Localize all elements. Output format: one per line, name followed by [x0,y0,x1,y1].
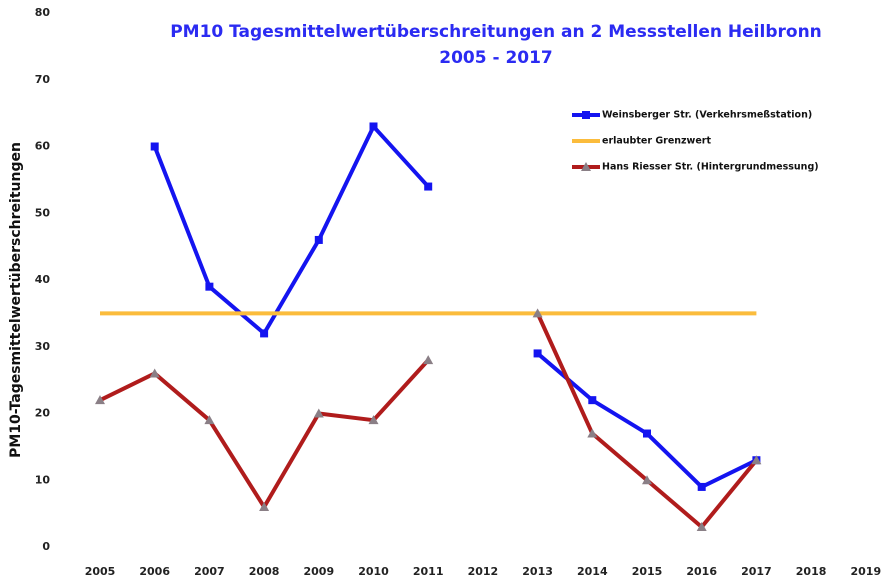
chart-subtitle: 2005 - 2017 [439,48,553,68]
x-tick-label: 2019 [850,565,881,578]
legend-label: erlaubter Grenzwert [602,136,711,147]
y-tick-label: 30 [35,340,51,353]
x-tick-label: 2014 [577,565,608,578]
marker [751,455,762,465]
legend-label: Weinsberger Str. (Verkehrsmeßstation) [602,110,812,121]
x-tick-label: 2013 [522,565,553,578]
x-tick-label: 2005 [85,565,116,578]
x-tick-label: 2007 [194,565,225,578]
y-axis-label: PM10-Tagesmittelwertüberschreitungen [8,142,24,458]
x-tick-label: 2008 [249,565,280,578]
legend-marker [582,111,590,119]
marker [150,142,159,151]
marker [369,122,378,131]
legend-marker [581,162,591,171]
marker [424,182,433,191]
x-tick-label: 2010 [358,565,389,578]
marker [204,415,215,425]
marker [423,355,434,365]
series-line [152,124,758,489]
y-tick-label: 60 [35,140,51,153]
marker [697,482,706,491]
x-tick-label: 2018 [796,565,827,578]
y-tick-label: 40 [35,273,51,286]
series-line [99,312,758,529]
marker [532,308,543,318]
legend-label: Hans Riesser Str. (Hintergrundmessung) [602,162,819,173]
chart-title: PM10 Tagesmittelwertüberschreitungen an … [170,22,822,42]
y-tick-label: 0 [42,540,50,553]
marker [149,368,160,378]
marker [588,396,597,405]
x-tick-label: 2015 [632,565,663,578]
y-tick-label: 50 [35,206,51,219]
y-tick-label: 10 [35,473,51,486]
marker [260,329,269,338]
x-tick-label: 2009 [303,565,334,578]
marker [643,429,651,438]
marker [313,408,324,418]
marker [696,521,707,531]
x-tick-label: 2017 [741,565,772,578]
marker [95,395,105,405]
marker [642,475,652,485]
marker [205,282,214,291]
marker [533,349,542,358]
x-tick-label: 2011 [413,565,444,578]
marker [368,415,379,425]
marker [314,235,323,244]
marker [259,501,270,511]
marker [587,428,598,438]
x-tick-label: 2016 [686,565,717,578]
y-tick-label: 70 [35,73,51,86]
y-tick-label: 80 [35,6,51,19]
y-tick-label: 20 [35,407,51,420]
x-tick-label: 2006 [139,565,170,578]
x-tick-label: 2012 [468,565,499,578]
